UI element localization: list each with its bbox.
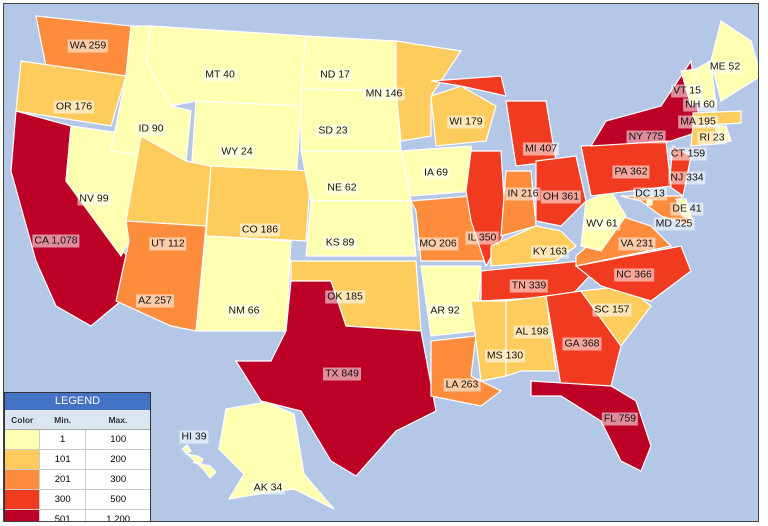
state-label-mi: MI 407 [522, 142, 560, 156]
legend: LEGEND Color Min. Max. 1 100 101 200 201… [4, 392, 151, 521]
state-mt [145, 25, 307, 107]
state-label-wy: WY 24 [219, 145, 255, 159]
state-label-pa: PA 362 [612, 165, 650, 179]
state-hi [181, 444, 217, 479]
legend-swatch [5, 469, 40, 490]
state-label-ma: MA 195 [678, 115, 718, 129]
legend-row: 300 500 [5, 489, 150, 510]
legend-max: 1,200 [85, 509, 150, 521]
state-label-mt: MT 40 [203, 68, 237, 82]
state-label-id: ID 90 [136, 122, 166, 136]
state-label-nc: NC 366 [614, 268, 654, 282]
legend-row: 501 1,200 [5, 509, 150, 521]
state-label-ut: UT 112 [149, 237, 187, 251]
legend-min: 1 [38, 429, 86, 450]
state-label-nd: ND 17 [318, 68, 352, 82]
legend-row: 1 100 [5, 429, 150, 450]
state-ms [470, 300, 507, 382]
state-label-il: IL 350 [465, 231, 499, 245]
state-label-ia: IA 69 [422, 166, 450, 180]
state-label-tx: TX 849 [323, 367, 361, 381]
legend-max: 300 [85, 469, 150, 490]
legend-max: 200 [85, 449, 150, 470]
state-label-nv: NV 99 [77, 192, 111, 206]
state-label-az: AZ 257 [136, 294, 174, 308]
legend-header-color: Color [5, 410, 40, 430]
state-label-vt: VT 15 [671, 84, 703, 98]
state-nd [300, 35, 397, 92]
legend-row: 101 200 [5, 449, 150, 470]
state-label-ok: OK 185 [325, 290, 365, 304]
legend-header-max: Max. [85, 410, 150, 430]
state-label-ar: AR 92 [428, 304, 462, 318]
state-label-sd: SD 23 [316, 124, 350, 138]
state-label-co: CO 186 [239, 223, 281, 237]
state-ks [305, 200, 417, 257]
state-label-ak: AK 34 [251, 481, 285, 495]
state-label-nj: NJ 334 [668, 171, 706, 185]
state-label-wi: WI 179 [447, 115, 485, 129]
state-label-nm: NM 66 [226, 304, 262, 318]
state-mi [430, 75, 507, 97]
state-label-hi: HI 39 [179, 430, 209, 444]
state-or [15, 60, 127, 127]
state-label-in: IN 216 [505, 187, 541, 201]
state-label-wa: WA 259 [67, 39, 109, 53]
state-co [205, 165, 312, 242]
state-label-md: MD 225 [653, 217, 695, 231]
state-label-or: OR 176 [53, 100, 95, 114]
state-mi [505, 100, 557, 167]
state-label-tn: TN 339 [509, 279, 549, 293]
legend-swatch [5, 489, 40, 510]
legend-min: 201 [38, 469, 86, 490]
state-label-ca: CA 1,078 [32, 234, 80, 248]
legend-swatch [5, 449, 40, 470]
legend-min: 101 [38, 449, 86, 470]
state-label-ri: RI 23 [697, 131, 727, 145]
state-label-ne: NE 62 [325, 181, 359, 195]
state-label-wv: WV 61 [584, 217, 620, 231]
legend-max: 100 [85, 429, 150, 450]
choropleth-map: WA 259 OR 176 CA 1,078 NV 99 ID 90 MT 40 WY 24… [3, 3, 759, 522]
state-fl [530, 380, 652, 472]
legend-swatch [5, 429, 40, 450]
state-label-ms: MS 130 [484, 349, 526, 363]
state-label-ky: KY 163 [530, 245, 570, 259]
state-label-nh: NH 60 [683, 98, 717, 112]
state-label-sc: SC 157 [592, 303, 632, 317]
state-label-al: AL 198 [513, 325, 551, 339]
legend-min: 300 [38, 489, 86, 510]
state-ak [218, 401, 335, 510]
state-label-oh: OH 361 [540, 190, 582, 204]
state-label-de: DE 41 [670, 202, 704, 216]
state-label-me: ME 52 [707, 60, 743, 74]
legend-title: LEGEND [5, 393, 150, 410]
state-dc [646, 199, 653, 206]
state-label-ga: GA 368 [562, 337, 602, 351]
legend-header-min: Min. [39, 410, 86, 430]
state-label-la: LA 263 [443, 378, 481, 392]
legend-max: 500 [85, 489, 150, 510]
state-label-dc: DC 13 [633, 187, 667, 201]
legend-min: 501 [38, 509, 86, 521]
legend-swatch [5, 509, 40, 521]
state-label-ct: CT 159 [668, 147, 708, 161]
legend-row: 201 300 [5, 469, 150, 490]
state-label-fl: FL 759 [601, 412, 639, 426]
state-in [500, 170, 537, 237]
state-label-mn: MN 146 [363, 87, 405, 101]
state-label-mo: MO 206 [417, 237, 459, 251]
state-label-ny: NY 775 [626, 130, 666, 144]
state-label-ks: KS 89 [323, 236, 357, 250]
state-label-va: VA 231 [618, 237, 656, 251]
